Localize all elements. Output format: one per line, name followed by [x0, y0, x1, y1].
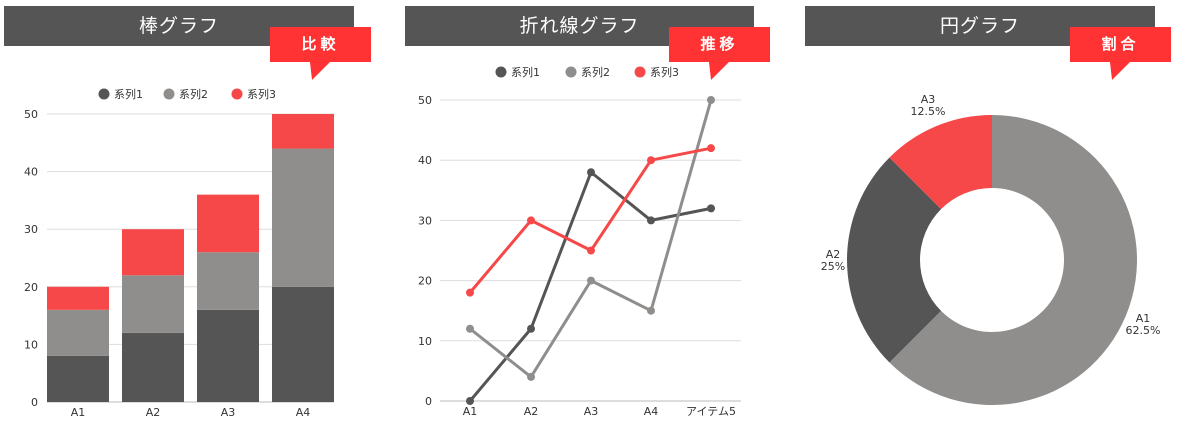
- data-point: [647, 216, 655, 225]
- trend-badge-tail: [709, 62, 729, 80]
- ratio-badge-tail: [1110, 62, 1130, 80]
- data-point: [707, 204, 715, 213]
- legend-label: 系列3: [650, 65, 679, 79]
- line-chart-title: 折れ線グラフ: [405, 6, 754, 46]
- bar-segment: [122, 275, 184, 333]
- bar-segment: [272, 114, 334, 149]
- y-tick-label: 20: [24, 281, 38, 294]
- legend-label: 系列3: [247, 87, 276, 101]
- donut-slice: [889, 115, 992, 210]
- y-tick-label: 20: [418, 275, 432, 288]
- y-tick-label: 10: [24, 338, 38, 351]
- x-tick-label: A3: [221, 406, 236, 419]
- legend-label: 系列2: [179, 87, 208, 101]
- y-tick-label: 10: [418, 335, 432, 348]
- slice-percent-label: 25%: [821, 260, 845, 273]
- y-tick-label: 0: [425, 395, 432, 408]
- data-point: [466, 397, 474, 405]
- x-tick-label: A1: [71, 406, 86, 419]
- y-tick-label: 40: [24, 166, 38, 179]
- compare-badge: 比較: [270, 27, 371, 62]
- bar-segment: [47, 286, 109, 310]
- data-point: [707, 144, 715, 153]
- ratio-badge: 割合: [1070, 27, 1171, 62]
- data-point: [647, 306, 655, 315]
- bar-segment: [47, 309, 109, 356]
- bar-chart-title: 棒グラフ: [4, 6, 354, 46]
- legend-marker-icon: [495, 66, 507, 78]
- data-point: [647, 156, 655, 165]
- x-tick-label: アイテム5: [686, 405, 736, 418]
- legend-marker-icon: [163, 88, 175, 100]
- slice-category-label: A3: [921, 93, 936, 106]
- line-chart: 0 10 20 30 40 50 A1 A2 A3 A4 アイテム5 系列1 系列2 系列3: [418, 65, 741, 418]
- trend-badge: 推移: [669, 27, 770, 62]
- legend-label: 系列2: [581, 65, 610, 79]
- compare-badge-tail: [310, 62, 330, 80]
- y-tick-label: 0: [31, 396, 38, 409]
- data-point: [527, 372, 535, 381]
- data-point: [466, 288, 474, 297]
- x-tick-label: A3: [584, 405, 599, 418]
- y-tick-label: 30: [24, 223, 38, 236]
- legend-label: 系列1: [511, 65, 540, 79]
- bar-segment: [197, 252, 259, 310]
- slice-category-label: A2: [826, 248, 841, 261]
- x-tick-label: A2: [146, 406, 161, 419]
- bar-segment: [272, 286, 334, 402]
- y-tick-label: 40: [418, 154, 432, 167]
- x-tick-label: A4: [296, 406, 311, 419]
- bar-segment: [122, 229, 184, 276]
- donut-slice: [889, 115, 1137, 405]
- bar-segment: [272, 148, 334, 287]
- y-tick-label: 50: [418, 94, 432, 107]
- slice-percent-label: 62.5%: [1126, 324, 1161, 337]
- data-point: [587, 246, 595, 255]
- data-point: [587, 276, 595, 285]
- data-point: [466, 324, 474, 333]
- legend-marker-icon: [565, 66, 577, 78]
- y-tick-label: 30: [418, 214, 432, 227]
- bar-segment: [197, 309, 259, 402]
- legend-marker-icon: [231, 88, 243, 100]
- bar-segment: [122, 332, 184, 402]
- slice-percent-label: 12.5%: [911, 105, 946, 118]
- data-point: [527, 216, 535, 225]
- legend-marker-icon: [98, 88, 110, 100]
- line-series: [469, 99, 713, 379]
- legend-marker-icon: [634, 66, 646, 78]
- data-point: [527, 324, 535, 333]
- bar-segment: [47, 355, 109, 402]
- legend-label: 系列1: [114, 87, 143, 101]
- donut-slice: [846, 157, 942, 363]
- bar-segment: [197, 194, 259, 253]
- bar-chart: 0 10 20 30 40 50 A1 A2 A3 A4 系列1 系列2 系列3: [24, 87, 334, 419]
- y-tick-label: 50: [24, 108, 38, 121]
- data-point: [707, 96, 715, 104]
- slice-category-label: A1: [1136, 312, 1151, 325]
- x-tick-label: A4: [644, 405, 659, 418]
- data-point: [587, 168, 595, 177]
- x-tick-label: A2: [524, 405, 539, 418]
- line-series: [468, 170, 712, 402]
- x-tick-label: A1: [463, 405, 478, 418]
